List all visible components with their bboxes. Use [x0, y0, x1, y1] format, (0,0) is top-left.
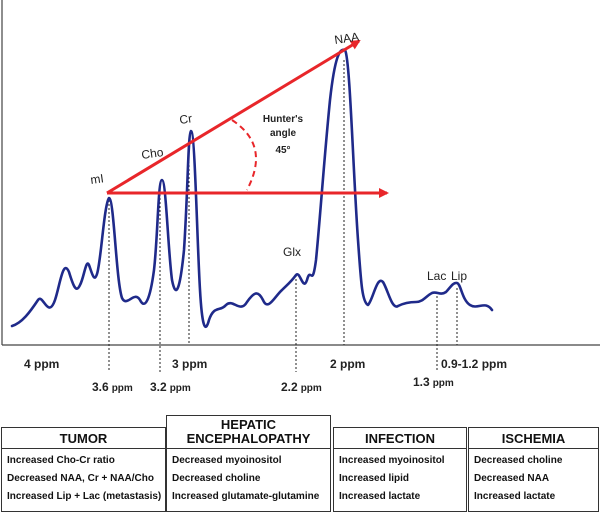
hunters-angle-subtitle: angle [270, 128, 297, 139]
list-item: Increased lactate [339, 491, 421, 502]
condition-title-tumor: TUMOR [2, 428, 165, 449]
ppm-label-3-2: 3.2 ppm [150, 380, 191, 394]
condition-list-infection: Increased myoinositol Increased lipid In… [334, 449, 466, 506]
condition-title-line-2: ENCEPHALOPATHY [186, 431, 311, 446]
ppm-label-4: 4 ppm [24, 357, 59, 371]
list-item: Increased lactate [474, 491, 556, 502]
peak-label-naa: NAA [333, 30, 359, 47]
condition-title-infection: INFECTION [334, 428, 466, 449]
condition-boxes: TUMOR Increased Cho-Cr ratio Decreased N… [0, 414, 600, 513]
hunters-angle-title: Hunter's [263, 114, 304, 125]
ppm-label-3: 3 ppm [172, 357, 207, 371]
condition-box-ischemia: ISCHEMIA Decreased choline Decreased NAA… [468, 427, 599, 512]
ppm-guide-lines [108, 60, 458, 372]
list-item: Increased Cho-Cr ratio [7, 455, 115, 466]
ppm-label-2-2: 2.2 ppm [281, 380, 322, 394]
list-item: Decreased NAA, Cr + NAA/Cho [7, 473, 154, 484]
condition-title-hepatic-encephalopathy: HEPATIC ENCEPHALOPATHY [167, 416, 330, 449]
list-item: Increased lipid [339, 473, 410, 484]
list-item: Decreased myoinositol [172, 455, 282, 466]
condition-list-ischemia: Decreased choline Decreased NAA Increase… [469, 449, 598, 506]
ppm-label-3-6: 3.6 ppm [92, 380, 133, 394]
hunters-angle-arc [231, 119, 257, 191]
condition-box-infection: INFECTION Increased myoinositol Increase… [333, 427, 467, 512]
list-item: Increased Lip + Lac (metastasis) [7, 491, 162, 502]
list-item: Increased myoinositol [339, 455, 445, 466]
list-item: Decreased NAA [474, 473, 550, 484]
condition-box-tumor: TUMOR Increased Cho-Cr ratio Decreased N… [1, 427, 166, 512]
condition-list-tumor: Increased Cho-Cr ratio Decreased NAA, Cr… [2, 449, 165, 506]
peak-label-lac: Lac [427, 269, 446, 283]
peak-label-cho: Cho [140, 145, 164, 162]
condition-title-ischemia: ISCHEMIA [469, 428, 598, 449]
ppm-label-1-3: 1.3 ppm [413, 375, 454, 389]
peak-label-mi: mI [89, 171, 104, 187]
list-item: Decreased choline [474, 455, 563, 466]
peak-label-cr: Cr [178, 111, 192, 127]
list-item: Decreased choline [172, 473, 261, 484]
list-item: Increased glutamate-glutamine [172, 491, 320, 502]
ppm-label-2: 2 ppm [330, 357, 365, 371]
spectrum-curve [10, 48, 494, 328]
condition-title-line-1: HEPATIC [220, 417, 277, 432]
peak-label-lip: Lip [451, 269, 467, 283]
mr-spectrum-diagram: mI Cho Cr NAA Glx Lac Lip Hunter's angle… [1, 0, 600, 394]
condition-list-hepatic-encephalopathy: Decreased myoinositol Decreased choline … [167, 449, 330, 506]
hunters-upper-arrow [106, 39, 361, 195]
hunters-angle-value: 45° [275, 145, 290, 156]
peak-label-glx: Glx [283, 245, 301, 259]
condition-box-hepatic-encephalopathy: HEPATIC ENCEPHALOPATHY Decreased myoinos… [166, 415, 331, 512]
ppm-label-0-9-1-2: 0.9-1.2 ppm [441, 357, 507, 371]
